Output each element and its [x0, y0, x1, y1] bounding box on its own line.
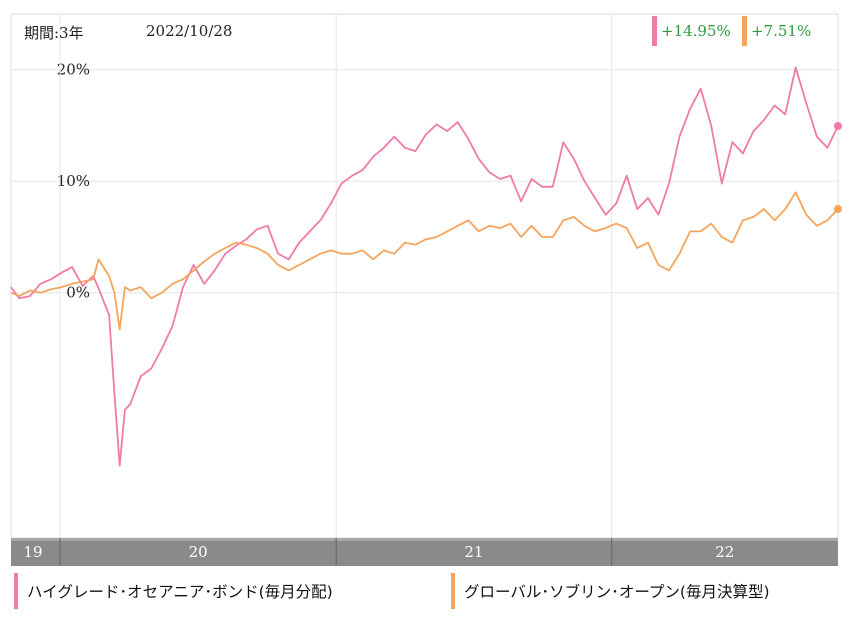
return-value-pink: +14.95% [661, 22, 731, 40]
period-label: 期間:3年 [24, 24, 84, 42]
legend-label-pink: ハイグレード･オセアニア･ボンド(毎月分配) [27, 583, 333, 601]
x-tick-label: 22 [715, 543, 734, 561]
x-tick-label: 20 [189, 543, 208, 561]
series-line-orange [10, 191, 839, 331]
legend-swatch-orange [451, 573, 455, 609]
plot-frame [10, 13, 839, 539]
y-tick-label: 0% [66, 284, 90, 302]
y-tick-label: 10% [57, 172, 90, 190]
return-marker-pink [652, 16, 657, 46]
x-tick-label: 21 [464, 543, 483, 561]
legend-label-orange: グローバル･ソブリン･オープン(毎月決算型) [464, 583, 770, 601]
legend-item-pink: ハイグレード･オセアニア･ボンド(毎月分配) [14, 573, 333, 609]
return-value-orange: +7.51% [751, 22, 812, 40]
y-tick-label: 20% [57, 61, 90, 79]
series-end-marker-pink [834, 122, 842, 131]
series-end-marker-orange [834, 204, 842, 213]
return-marker-orange [742, 16, 747, 46]
x-tick-label: 19 [23, 543, 42, 561]
legend-swatch-pink [14, 573, 18, 609]
x-axis-band-top [11, 538, 838, 541]
legend-item-orange: グローバル･ソブリン･オープン(毎月決算型) [451, 573, 770, 609]
date-label: 2022/10/28 [146, 22, 233, 40]
x-axis-band [11, 538, 838, 566]
series-line-pink [10, 66, 839, 467]
